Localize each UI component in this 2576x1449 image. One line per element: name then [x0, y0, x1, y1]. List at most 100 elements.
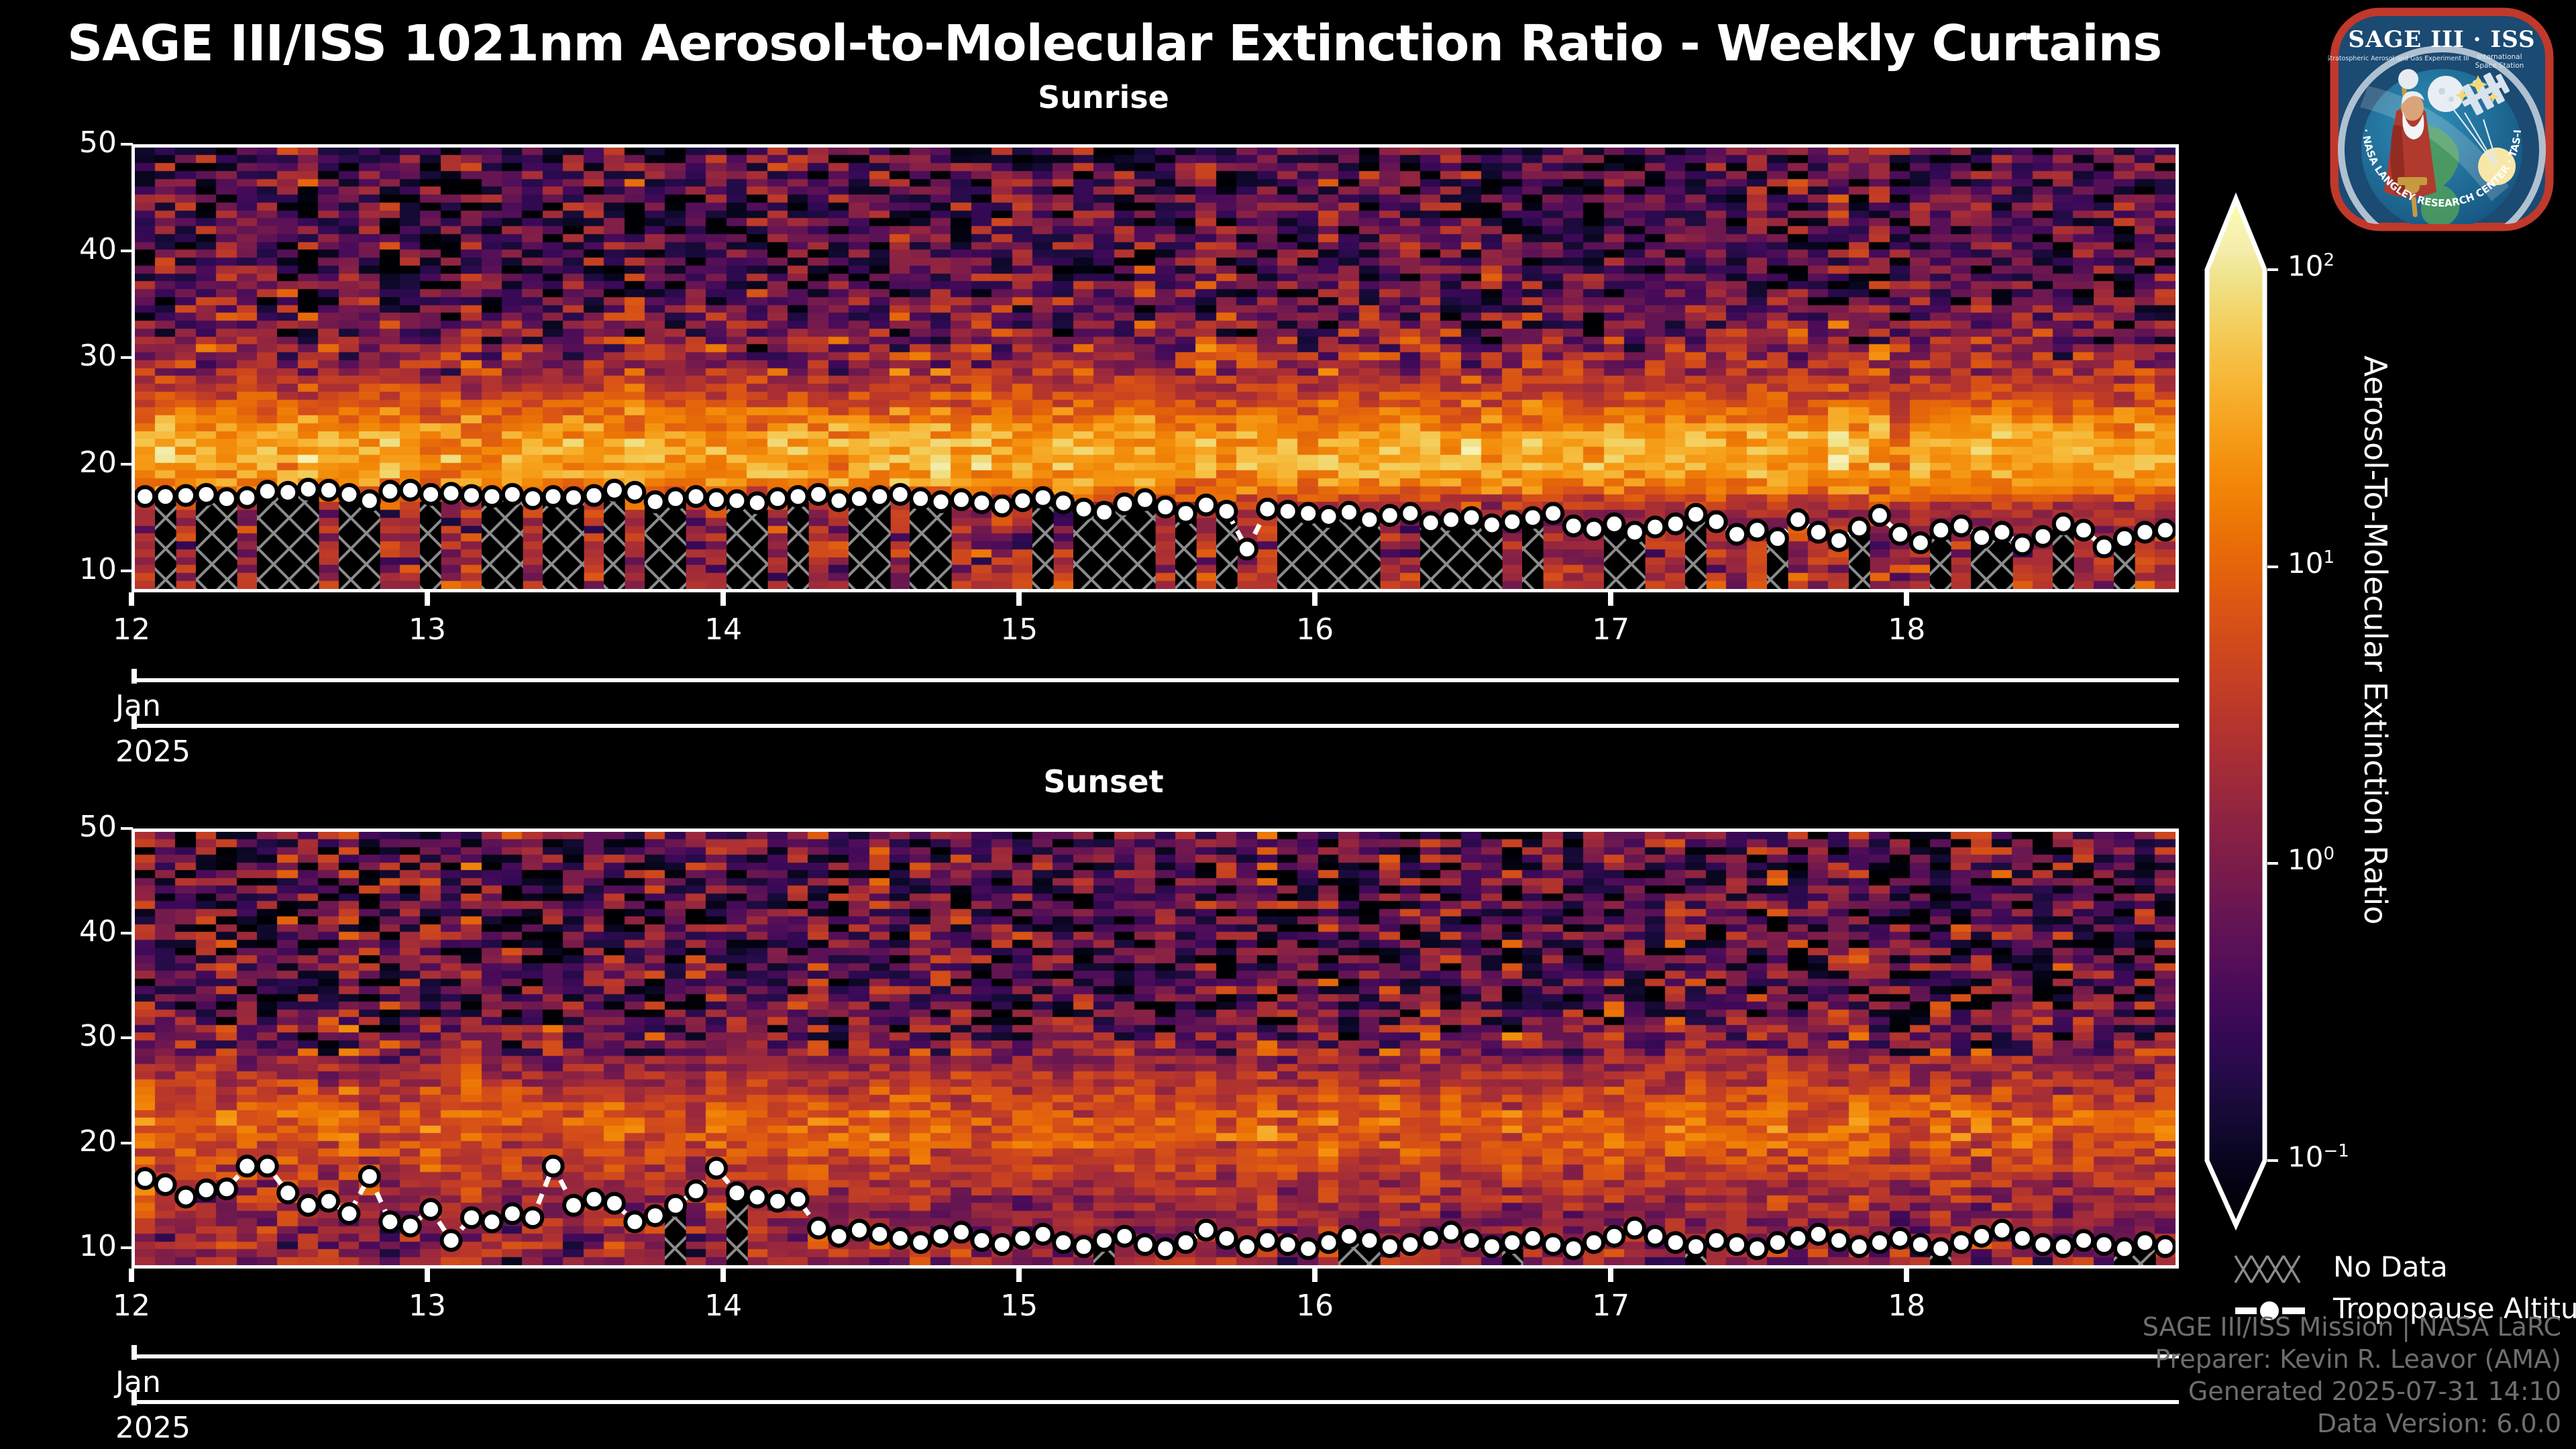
no-data-hatch-overlay — [155, 494, 2135, 589]
panel-sunset: Sunset 10 20 30 40 50 12 13 14 15 16 17 18 Jan 2025 — [0, 758, 2207, 1445]
x-axis-tick-label: 16 — [1296, 1289, 1334, 1323]
tropopause-marker — [1154, 1237, 1177, 1260]
panel-title-sunset: Sunset — [1043, 763, 1164, 800]
tropopause-marker — [1623, 521, 1646, 544]
y-axis-tick-label: 50 — [79, 810, 117, 844]
colorbar-gradient — [2200, 188, 2549, 1234]
tropopause-marker — [1399, 502, 1422, 525]
tropopause-marker — [460, 484, 483, 507]
tropopause-marker — [1929, 519, 1953, 542]
y-axis-tick-mark — [121, 143, 133, 146]
y-axis-tick-mark — [121, 570, 133, 573]
y-axis-tick-mark — [121, 463, 133, 466]
tropopause-marker — [1909, 531, 1932, 555]
y-axis-tick-mark — [121, 1141, 133, 1144]
tropopause-marker — [1603, 512, 1626, 535]
x-axis-tick-mark — [1608, 592, 1614, 606]
tropopause-marker — [1297, 502, 1320, 525]
tropopause-marker — [1766, 527, 1789, 550]
mission-patch-icon: SAGE III · ISS Stratospheric Aerosol and… — [2328, 5, 2554, 231]
sage-iii-iss-logo: SAGE III · ISS Stratospheric Aerosol and… — [2328, 5, 2556, 233]
tropopause-marker — [500, 483, 524, 506]
y-axis-tick-mark — [121, 250, 133, 253]
tropopause-marker — [2072, 519, 2096, 542]
date-level-label: Jan — [115, 689, 161, 723]
heatmap-sunset[interactable] — [131, 828, 2179, 1269]
tropopause-marker — [1338, 1224, 1360, 1248]
panel-title-sunrise: Sunrise — [1038, 79, 1169, 115]
tropopause-marker — [2072, 1229, 2096, 1252]
tropopause-marker — [1011, 1227, 1034, 1250]
colorbar-tick-mark — [2267, 565, 2278, 568]
tropopause-marker — [1847, 1235, 1871, 1258]
tropopause-marker — [1154, 495, 1177, 519]
tropopause-marker — [868, 485, 892, 508]
tropopause-marker — [1868, 1231, 1891, 1254]
y-axis-tick-mark — [121, 932, 133, 935]
y-axis-tick-mark — [121, 356, 133, 360]
date-level-tick — [131, 1391, 137, 1405]
tropopause-marker — [1399, 1233, 1422, 1256]
tropopause-marker — [521, 487, 545, 511]
tropopause-marker — [1480, 513, 1503, 537]
tropopause-marker — [1052, 491, 1075, 515]
tropopause-marker — [1562, 1237, 1585, 1260]
tropopause-marker — [1990, 521, 2014, 544]
tropopause-marker — [235, 486, 259, 509]
tropopause-marker — [807, 1216, 830, 1240]
y-axis-tick-label: 30 — [79, 339, 117, 374]
tropopause-marker — [1256, 1229, 1279, 1252]
tropopause-marker — [1847, 517, 1871, 540]
tropopause-marker — [1460, 1229, 1483, 1252]
tropopause-marker — [1766, 1231, 1789, 1254]
colorbar-tick-label: 101 — [2288, 546, 2334, 580]
tropopause-marker — [1827, 529, 1851, 552]
x-axis-tick-label: 18 — [1888, 1289, 1926, 1323]
tropopause-marker — [2031, 1233, 2055, 1256]
tropopause-marker — [174, 484, 197, 507]
tropopause-marker — [929, 490, 953, 513]
date-level-bar — [131, 1354, 2179, 1358]
tropopause-marker — [2010, 1227, 2034, 1250]
tropopause-marker — [1113, 1224, 1136, 1248]
footer-line-mission: SAGE III/ISS Mission | NASA LaRC — [2142, 1312, 2561, 1342]
heatmap-sunrise[interactable] — [131, 144, 2179, 592]
tropopause-marker — [135, 1167, 157, 1190]
tropopause-marker — [2010, 533, 2034, 557]
tropopause-marker — [1215, 1227, 1238, 1250]
x-axis-tick-mark — [1904, 592, 1910, 606]
x-axis-tick-label: 14 — [704, 612, 743, 647]
y-axis-tick-label: 20 — [79, 1124, 117, 1159]
tropopause-marker — [1868, 504, 1891, 527]
tropopause-marker — [990, 1233, 1014, 1256]
tropopause-marker — [378, 1210, 402, 1234]
footer-line-version: Data Version: 6.0.0 — [2316, 1409, 2561, 1438]
tropopause-marker — [725, 1181, 749, 1205]
x-axis-tick-mark — [1312, 1269, 1318, 1282]
tropopause-marker — [766, 1189, 790, 1213]
y-axis-tick-label: 40 — [79, 914, 117, 949]
tropopause-marker — [2112, 1237, 2136, 1260]
patch-title-text: SAGE III · ISS Stratospheric Aerosol and… — [2328, 26, 2535, 70]
date-level-bar — [131, 724, 2179, 728]
x-axis-tick-mark — [425, 592, 431, 606]
tropopause-marker — [1256, 497, 1279, 521]
tropopause-marker — [1133, 488, 1157, 511]
x-axis-tick-label: 18 — [1888, 612, 1926, 647]
tropopause-marker — [1786, 508, 1810, 531]
tropopause-marker — [215, 1177, 238, 1201]
tropopause-marker — [827, 489, 851, 513]
tropopause-altitude-series — [135, 1155, 2176, 1260]
tropopause-marker — [1501, 1231, 1524, 1254]
y-axis-tick-label: 50 — [79, 125, 117, 160]
tropopause-marker — [480, 485, 504, 508]
svg-text:International: International — [2477, 53, 2522, 61]
x-axis-tick-label: 12 — [113, 612, 150, 647]
tropopause-marker — [1746, 519, 1769, 542]
tropopause-marker — [1460, 506, 1483, 529]
tropopause-marker — [1440, 1220, 1463, 1244]
svg-text:Stratospheric Aerosol and Gas: Stratospheric Aerosol and Gas Experiment… — [2328, 55, 2469, 62]
tropopause-marker — [276, 480, 300, 504]
tropopause-marker — [1664, 1231, 1687, 1254]
colorbar-tick-label: 10−1 — [2288, 1140, 2349, 1173]
